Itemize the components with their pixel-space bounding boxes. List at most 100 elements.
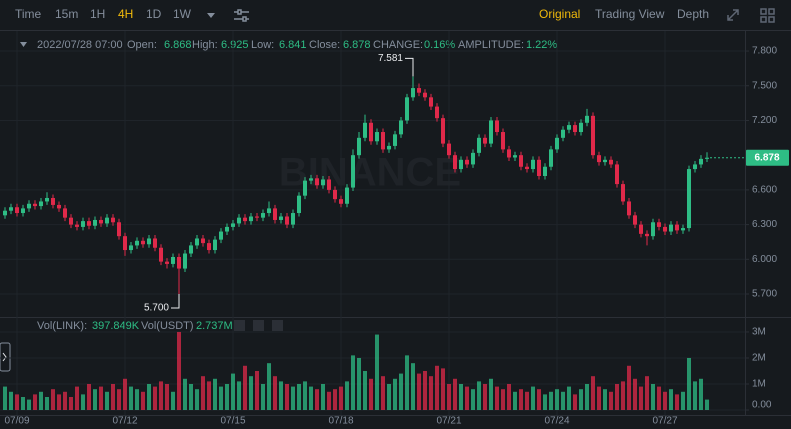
- candle-body: [201, 238, 205, 244]
- info-value: 0.16%: [424, 39, 455, 51]
- volume-bar: [645, 376, 649, 410]
- last-price-label: 6.878: [754, 152, 779, 163]
- volume-bar: [111, 383, 115, 410]
- volume-bar: [669, 389, 673, 410]
- candle-body: [561, 129, 565, 138]
- volume-bar: [231, 373, 235, 410]
- volume-bar: [69, 396, 73, 410]
- volume-bar: [465, 386, 469, 410]
- volume-y-tick-label: 0.00: [752, 400, 772, 411]
- interval-tab[interactable]: 4H: [118, 7, 133, 21]
- volume-bar: [687, 357, 691, 410]
- view-tab[interactable]: Depth: [677, 7, 709, 21]
- candle-body: [495, 120, 499, 133]
- volume-bar: [327, 391, 331, 410]
- volume-bar: [213, 378, 217, 410]
- volume-bar: [549, 391, 553, 410]
- volume-bar: [405, 355, 409, 410]
- volume-bar: [537, 389, 541, 410]
- candle-body: [351, 155, 355, 188]
- candle-body: [15, 207, 19, 214]
- candle-body: [27, 203, 31, 209]
- interval-tab[interactable]: 15m: [55, 7, 78, 21]
- candle-body: [519, 155, 523, 167]
- info-label: CHANGE:: [373, 39, 423, 51]
- candle-body: [699, 158, 703, 165]
- candle-body: [411, 88, 415, 98]
- volume-bar: [633, 378, 637, 410]
- candle-body: [549, 149, 553, 167]
- volume-bar: [135, 389, 139, 410]
- volume-bar: [357, 357, 361, 410]
- view-tab[interactable]: Original: [539, 7, 580, 21]
- candle-body: [87, 221, 91, 226]
- legend-button[interactable]: [253, 320, 264, 331]
- interval-tab[interactable]: 1H: [90, 7, 105, 21]
- candle-body: [375, 132, 379, 142]
- volume-bar: [177, 331, 181, 410]
- candle-body: [285, 216, 289, 225]
- candle-body: [33, 203, 37, 207]
- candle-body: [279, 216, 283, 220]
- candle-body: [459, 159, 463, 170]
- x-tick-label: 07/27: [652, 416, 677, 427]
- watermark: BINANCE: [279, 151, 461, 195]
- fullscreen-icon[interactable]: [727, 9, 739, 21]
- volume-y-tick-label: 1M: [752, 379, 766, 390]
- candle-body: [327, 179, 331, 190]
- candle-body: [45, 197, 49, 202]
- y-tick-label: 6.300: [752, 219, 777, 230]
- candle-body: [63, 208, 67, 218]
- volume-legend-label: Vol(LINK):: [37, 320, 87, 332]
- info-value: 6.868: [164, 39, 192, 51]
- volume-bar: [267, 363, 271, 410]
- legend-button[interactable]: [272, 320, 283, 331]
- candle-body: [225, 226, 229, 232]
- volume-bar: [639, 386, 643, 410]
- volume-bar: [207, 381, 211, 410]
- more-intervals[interactable]: [207, 13, 215, 18]
- interval-tab[interactable]: 1W: [173, 7, 192, 21]
- volume-bar: [579, 389, 583, 410]
- side-toggle[interactable]: [0, 342, 11, 372]
- candle-body: [177, 256, 181, 269]
- candle-body: [231, 223, 235, 227]
- volume-bar: [477, 381, 481, 410]
- volume-bar: [591, 376, 595, 410]
- candle-body: [171, 256, 175, 264]
- interval-tab[interactable]: 1D: [146, 7, 162, 21]
- volume-bar: [543, 394, 547, 410]
- volume-bar: [33, 394, 37, 410]
- y-tick-label: 7.800: [752, 46, 777, 57]
- x-tick-label: 07/15: [220, 416, 245, 427]
- volume-bar: [9, 391, 13, 410]
- candle-body: [597, 155, 601, 163]
- info-value: 6.841: [279, 39, 307, 51]
- settings-icon[interactable]: [234, 9, 249, 22]
- candle-body: [435, 106, 439, 119]
- collapse-toggle[interactable]: [20, 42, 27, 47]
- candle-body: [393, 134, 397, 146]
- volume-bar: [369, 378, 373, 410]
- interval-tab[interactable]: Time: [15, 7, 42, 21]
- volume-bar: [297, 383, 301, 410]
- volume-legend-buttons: [234, 320, 283, 331]
- candle-body: [693, 164, 697, 170]
- layout-icon[interactable]: [760, 8, 775, 23]
- volume-bar: [15, 394, 19, 410]
- grid: [0, 31, 745, 415]
- candle-body: [369, 122, 373, 142]
- volume-bar: [315, 389, 319, 410]
- view-tab[interactable]: Trading View: [595, 7, 665, 21]
- candle-body: [69, 217, 73, 225]
- volume-legend-label: Vol(USDT): [141, 320, 194, 332]
- volume-bar: [603, 389, 607, 410]
- candle-body: [465, 159, 469, 165]
- volume-bar: [381, 376, 385, 410]
- legend-button[interactable]: [234, 320, 245, 331]
- candle-body: [399, 120, 403, 135]
- volume-y-tick-label: 3M: [752, 327, 766, 338]
- volume-bar: [501, 389, 505, 410]
- volume-bar: [27, 399, 31, 410]
